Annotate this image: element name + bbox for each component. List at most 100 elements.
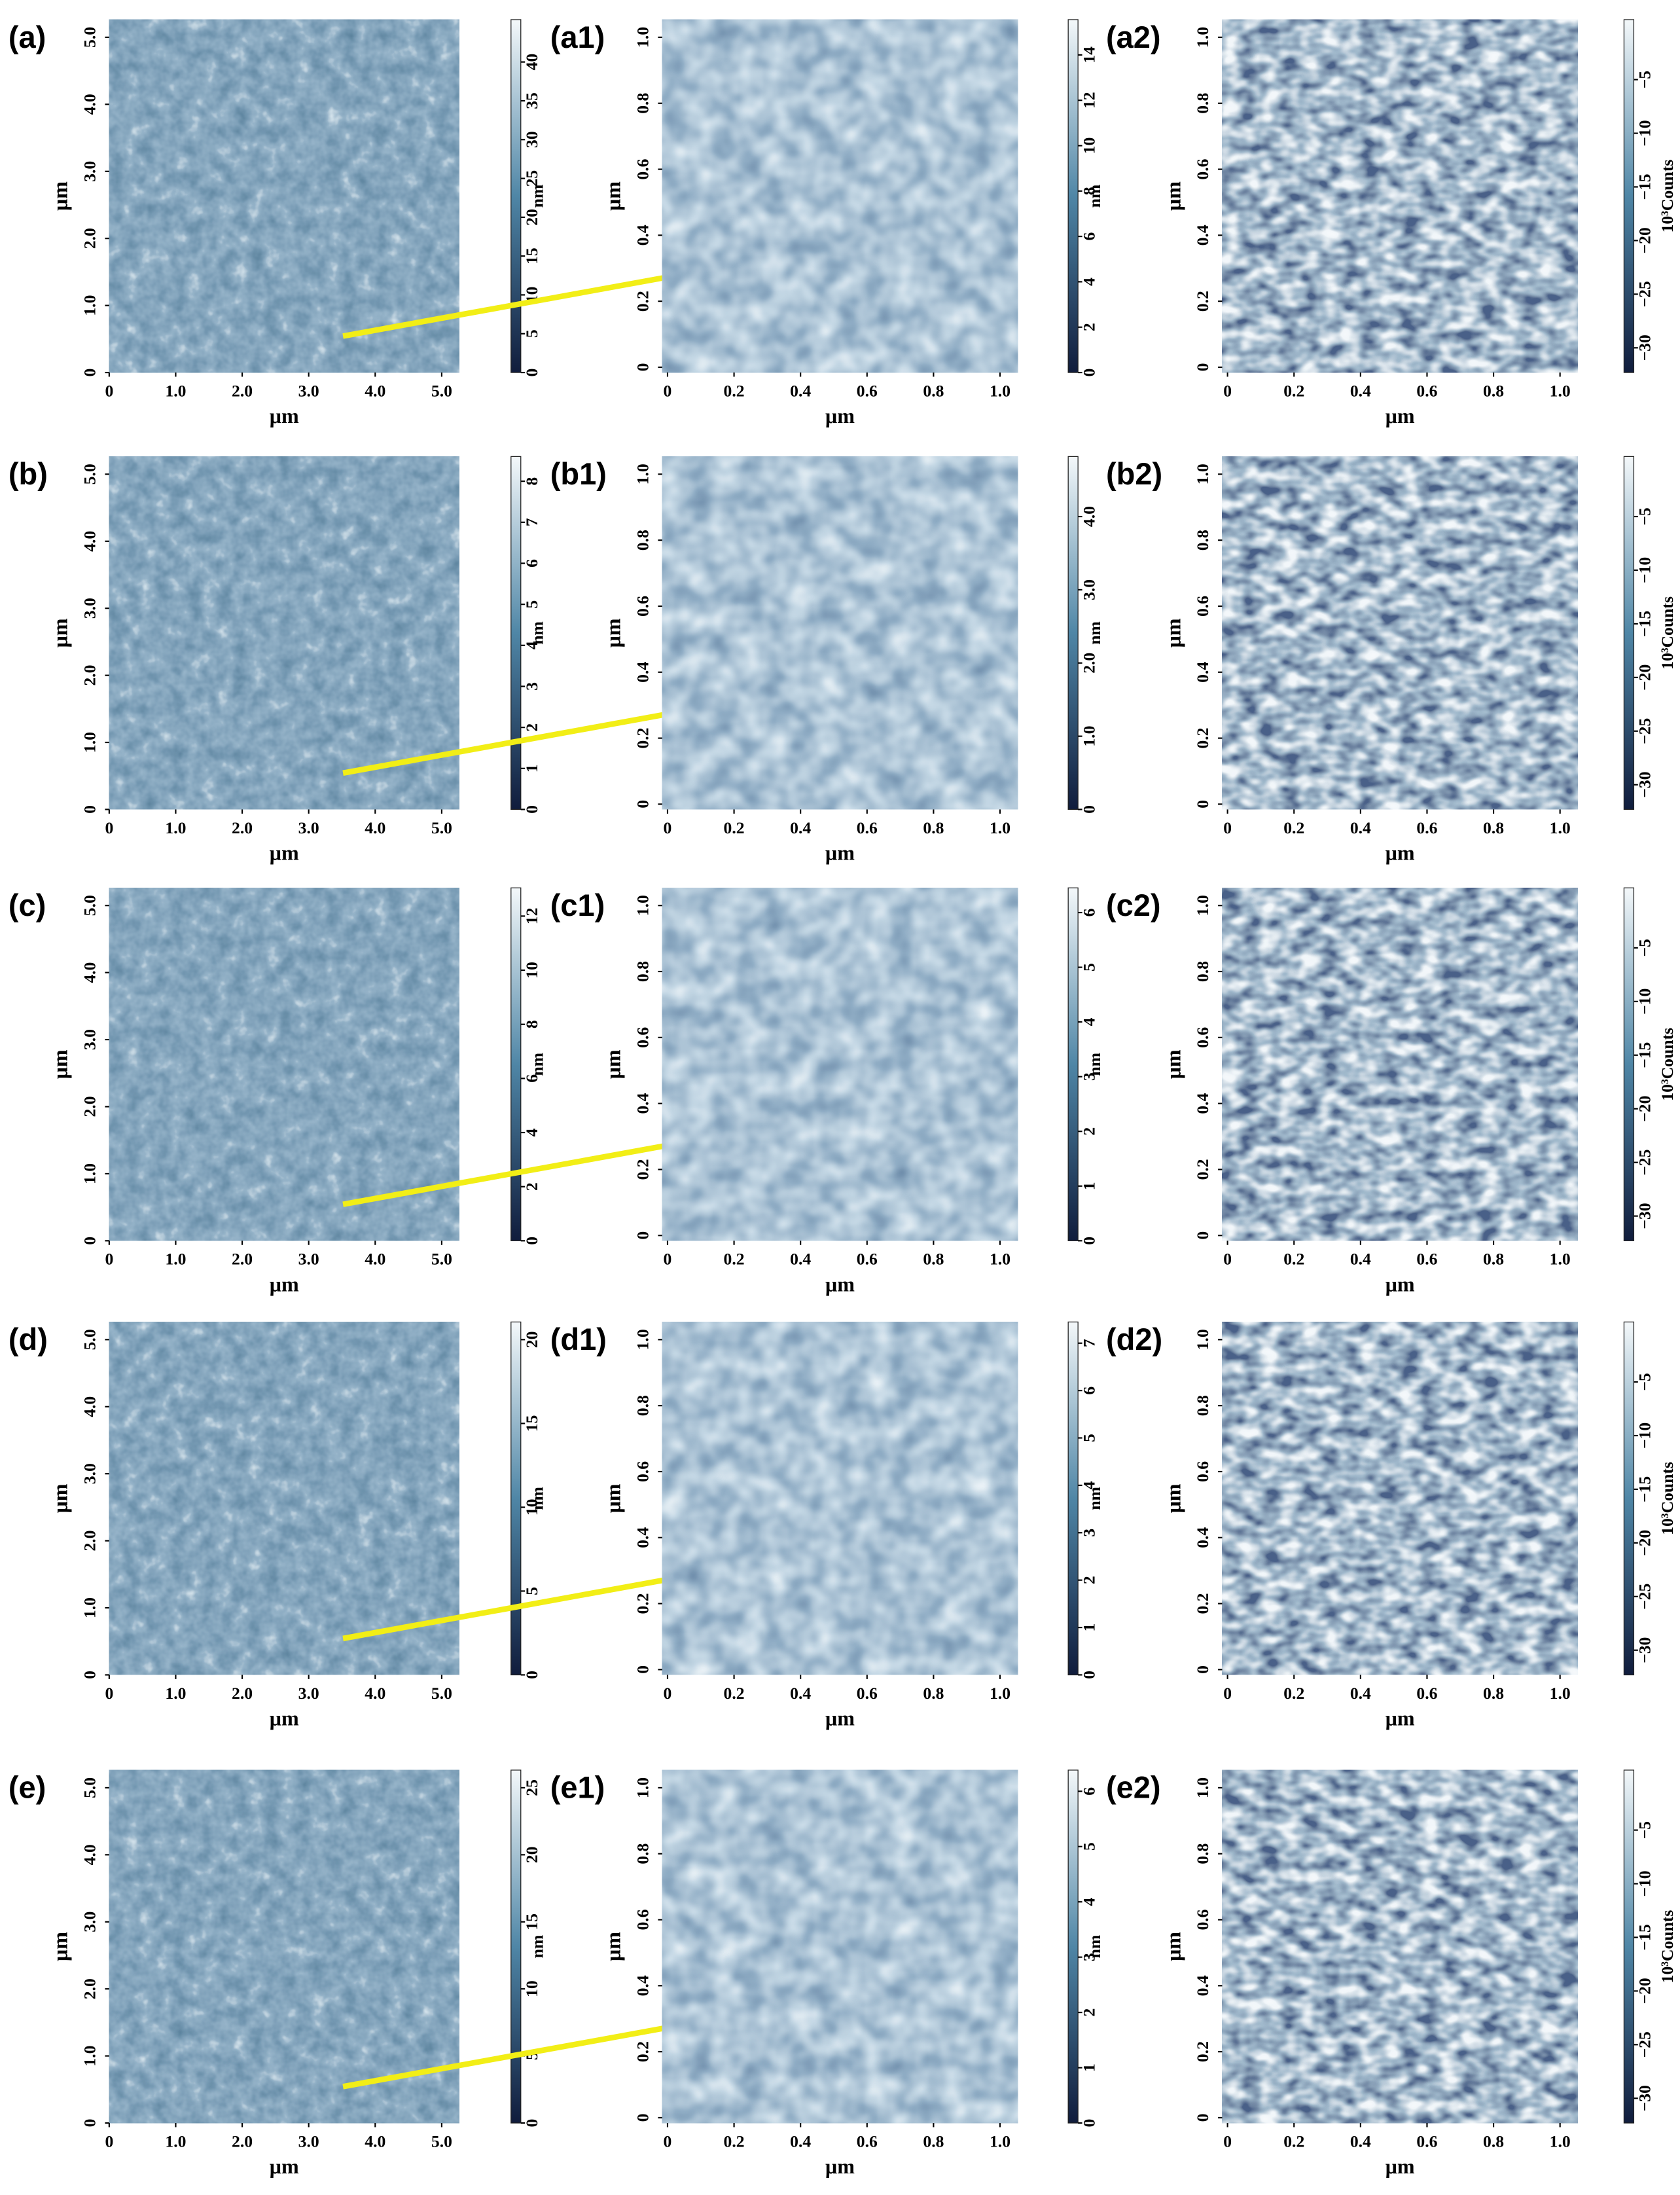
- x-tick-label: 0.4: [1350, 818, 1371, 837]
- x-tick-label: 1.0: [165, 1684, 186, 1703]
- y-tick-label: 0: [80, 2119, 99, 2128]
- afm-image: [662, 1769, 1018, 2124]
- y-tick-label: 5.0: [80, 1777, 99, 1798]
- colorbar-tick-label: 15: [522, 247, 541, 264]
- colorbar-tick-label: 1: [522, 764, 541, 772]
- panel: (b1) 0 0.2 0.4 0.6 0.8 1.0 μm 0 0.2 0.4 0.6 0.8 1.0 μm…: [550, 456, 1104, 864]
- colorbar: [1067, 456, 1079, 810]
- x-tick-label: 0.2: [1283, 1684, 1304, 1703]
- afm-image: [109, 19, 459, 373]
- colorbar-tick-label: 0: [522, 805, 541, 814]
- colorbar-tick-label: 3: [1079, 1529, 1098, 1537]
- panel: (d) 0 1.0 2.0 3.0 4.0 5.0 μm 0 1.0 2.0 3.0 4.0 5.0 μm 0…: [9, 1321, 731, 1730]
- y-axis-label: μm: [48, 1049, 72, 1079]
- colorbar: [510, 1769, 522, 2124]
- x-tick-label: 0.4: [1350, 1684, 1371, 1703]
- colorbar: [1067, 1321, 1079, 1676]
- panel-label: (b1): [550, 456, 607, 491]
- colorbar-tick-label: 4: [1079, 1481, 1098, 1489]
- colorbar-tick-label: −20: [1635, 1096, 1654, 1122]
- y-tick-label: 2.0: [80, 1531, 99, 1551]
- colorbar-tick-label: 8: [522, 477, 541, 486]
- colorbar: [510, 456, 522, 810]
- y-tick-label: 0.6: [1193, 1909, 1212, 1930]
- x-axis-label: μm: [270, 841, 299, 864]
- colorbar-tick-label: 12: [522, 908, 541, 925]
- panel: (d1) 0 0.2 0.4 0.6 0.8 1.0 μm 0 0.2 0.4 0.6 0.8 1.0 μm…: [550, 1321, 1104, 1730]
- x-tick-label: 0.2: [724, 818, 745, 837]
- y-tick-label: 4.0: [80, 962, 99, 983]
- y-tick-label: 0.2: [1193, 1593, 1212, 1614]
- y-tick-label: 5.0: [80, 463, 99, 484]
- colorbar-tick-label: −30: [1635, 1637, 1654, 1663]
- y-axis-label: μm: [601, 1483, 625, 1513]
- panel: (e) 0 1.0 2.0 3.0 4.0 5.0 μm 0 1.0 2.0 3.0 4.0 5.0 μm 0…: [9, 1769, 731, 2178]
- panel-label: (a): [9, 20, 46, 54]
- colorbar-tick-label: 35: [522, 92, 541, 109]
- x-tick-label: 0: [1223, 818, 1232, 837]
- colorbar-tick-label: 3.0: [1079, 579, 1098, 600]
- x-tick-label: 0.4: [1350, 1250, 1371, 1269]
- x-axis-label: μm: [825, 1272, 855, 1296]
- colorbar-tick-label: 6: [1079, 232, 1098, 241]
- colorbar-tick-label: 1.0: [1079, 726, 1098, 747]
- colorbar-tick-label: 20: [522, 1332, 541, 1349]
- panel: (c) 0 1.0 2.0 3.0 4.0 5.0 μm 0 1.0 2.0 3.0 4.0 5.0 μm 0…: [9, 887, 731, 1296]
- panel: (e2) 0 0.2 0.4 0.6 0.8 1.0 μm 0 0.2 0.4 0.6 0.8 1.0 μm…: [1106, 1769, 1677, 2178]
- colorbar-tick-label: 25: [522, 1779, 541, 1796]
- x-tick-label: 0.8: [923, 381, 944, 400]
- colorbar: [1067, 887, 1079, 1241]
- colorbar-tick-label: 7: [522, 518, 541, 526]
- colorbar-tick-label: 6: [1079, 1787, 1098, 1796]
- y-tick-label: 0.6: [1193, 1027, 1212, 1048]
- y-tick-label: 0: [1193, 2114, 1212, 2122]
- y-tick-label: 2.0: [80, 665, 99, 686]
- y-axis-label: μm: [1161, 181, 1185, 211]
- colorbar-tick-label: −30: [1635, 2085, 1654, 2111]
- x-tick-label: 2.0: [232, 1250, 253, 1269]
- colorbar-tick-label: 14: [1079, 46, 1098, 63]
- x-tick-label: 1.0: [990, 818, 1010, 837]
- y-tick-label: 0.8: [633, 1843, 652, 1864]
- colorbar-tick-label: 4: [522, 1128, 541, 1136]
- colorbar-tick-label: 4: [1079, 1018, 1098, 1026]
- x-tick-label: 0.8: [1483, 1684, 1504, 1703]
- colorbar-tick-label: 25: [522, 170, 541, 187]
- y-tick-label: 0.2: [633, 2041, 652, 2062]
- colorbar-tick-label: 3: [1079, 1072, 1098, 1081]
- y-tick-label: 0: [633, 1231, 652, 1240]
- x-tick-label: 0.8: [1483, 381, 1504, 400]
- y-tick-label: 0.4: [1193, 662, 1212, 683]
- y-tick-label: 4.0: [80, 94, 99, 115]
- colorbar-tick-label: −5: [1635, 1373, 1654, 1390]
- y-tick-label: 1.0: [633, 1329, 652, 1350]
- colorbar: [1623, 456, 1635, 810]
- y-tick-label: 0.8: [633, 93, 652, 114]
- zoom-arrow: [342, 1569, 709, 1642]
- colorbar-tick-label: 40: [522, 54, 541, 71]
- colorbar-tick-label: −10: [1635, 1423, 1654, 1449]
- y-tick-label: 1.0: [633, 895, 652, 916]
- x-tick-label: 0.8: [923, 1250, 944, 1269]
- colorbar-tick-label: 0: [522, 1237, 541, 1245]
- afm-image: [1222, 19, 1578, 373]
- colorbar-tick-label: 20: [522, 209, 541, 226]
- zoom-arrow: [342, 2017, 709, 2090]
- y-tick-label: 0.8: [1193, 961, 1212, 982]
- x-tick-label: 0.8: [1483, 818, 1504, 837]
- afm-image: [109, 1322, 459, 1675]
- x-tick-label: 3.0: [298, 818, 319, 837]
- y-tick-label: 1.0: [1193, 1777, 1212, 1798]
- panel-label: (d1): [550, 1322, 607, 1356]
- x-tick-label: 0.8: [923, 1684, 944, 1703]
- y-tick-label: 0.2: [633, 728, 652, 749]
- x-tick-label: 5.0: [431, 2132, 452, 2150]
- panel-label: (e1): [550, 1770, 605, 1805]
- x-tick-label: 0: [1223, 381, 1232, 400]
- y-axis-label: μm: [1161, 1049, 1185, 1079]
- colorbar-tick-label: 5: [1079, 1434, 1098, 1442]
- x-tick-label: 2.0: [232, 1684, 253, 1703]
- colorbar: [1623, 19, 1635, 373]
- y-tick-label: 0.6: [1193, 158, 1212, 179]
